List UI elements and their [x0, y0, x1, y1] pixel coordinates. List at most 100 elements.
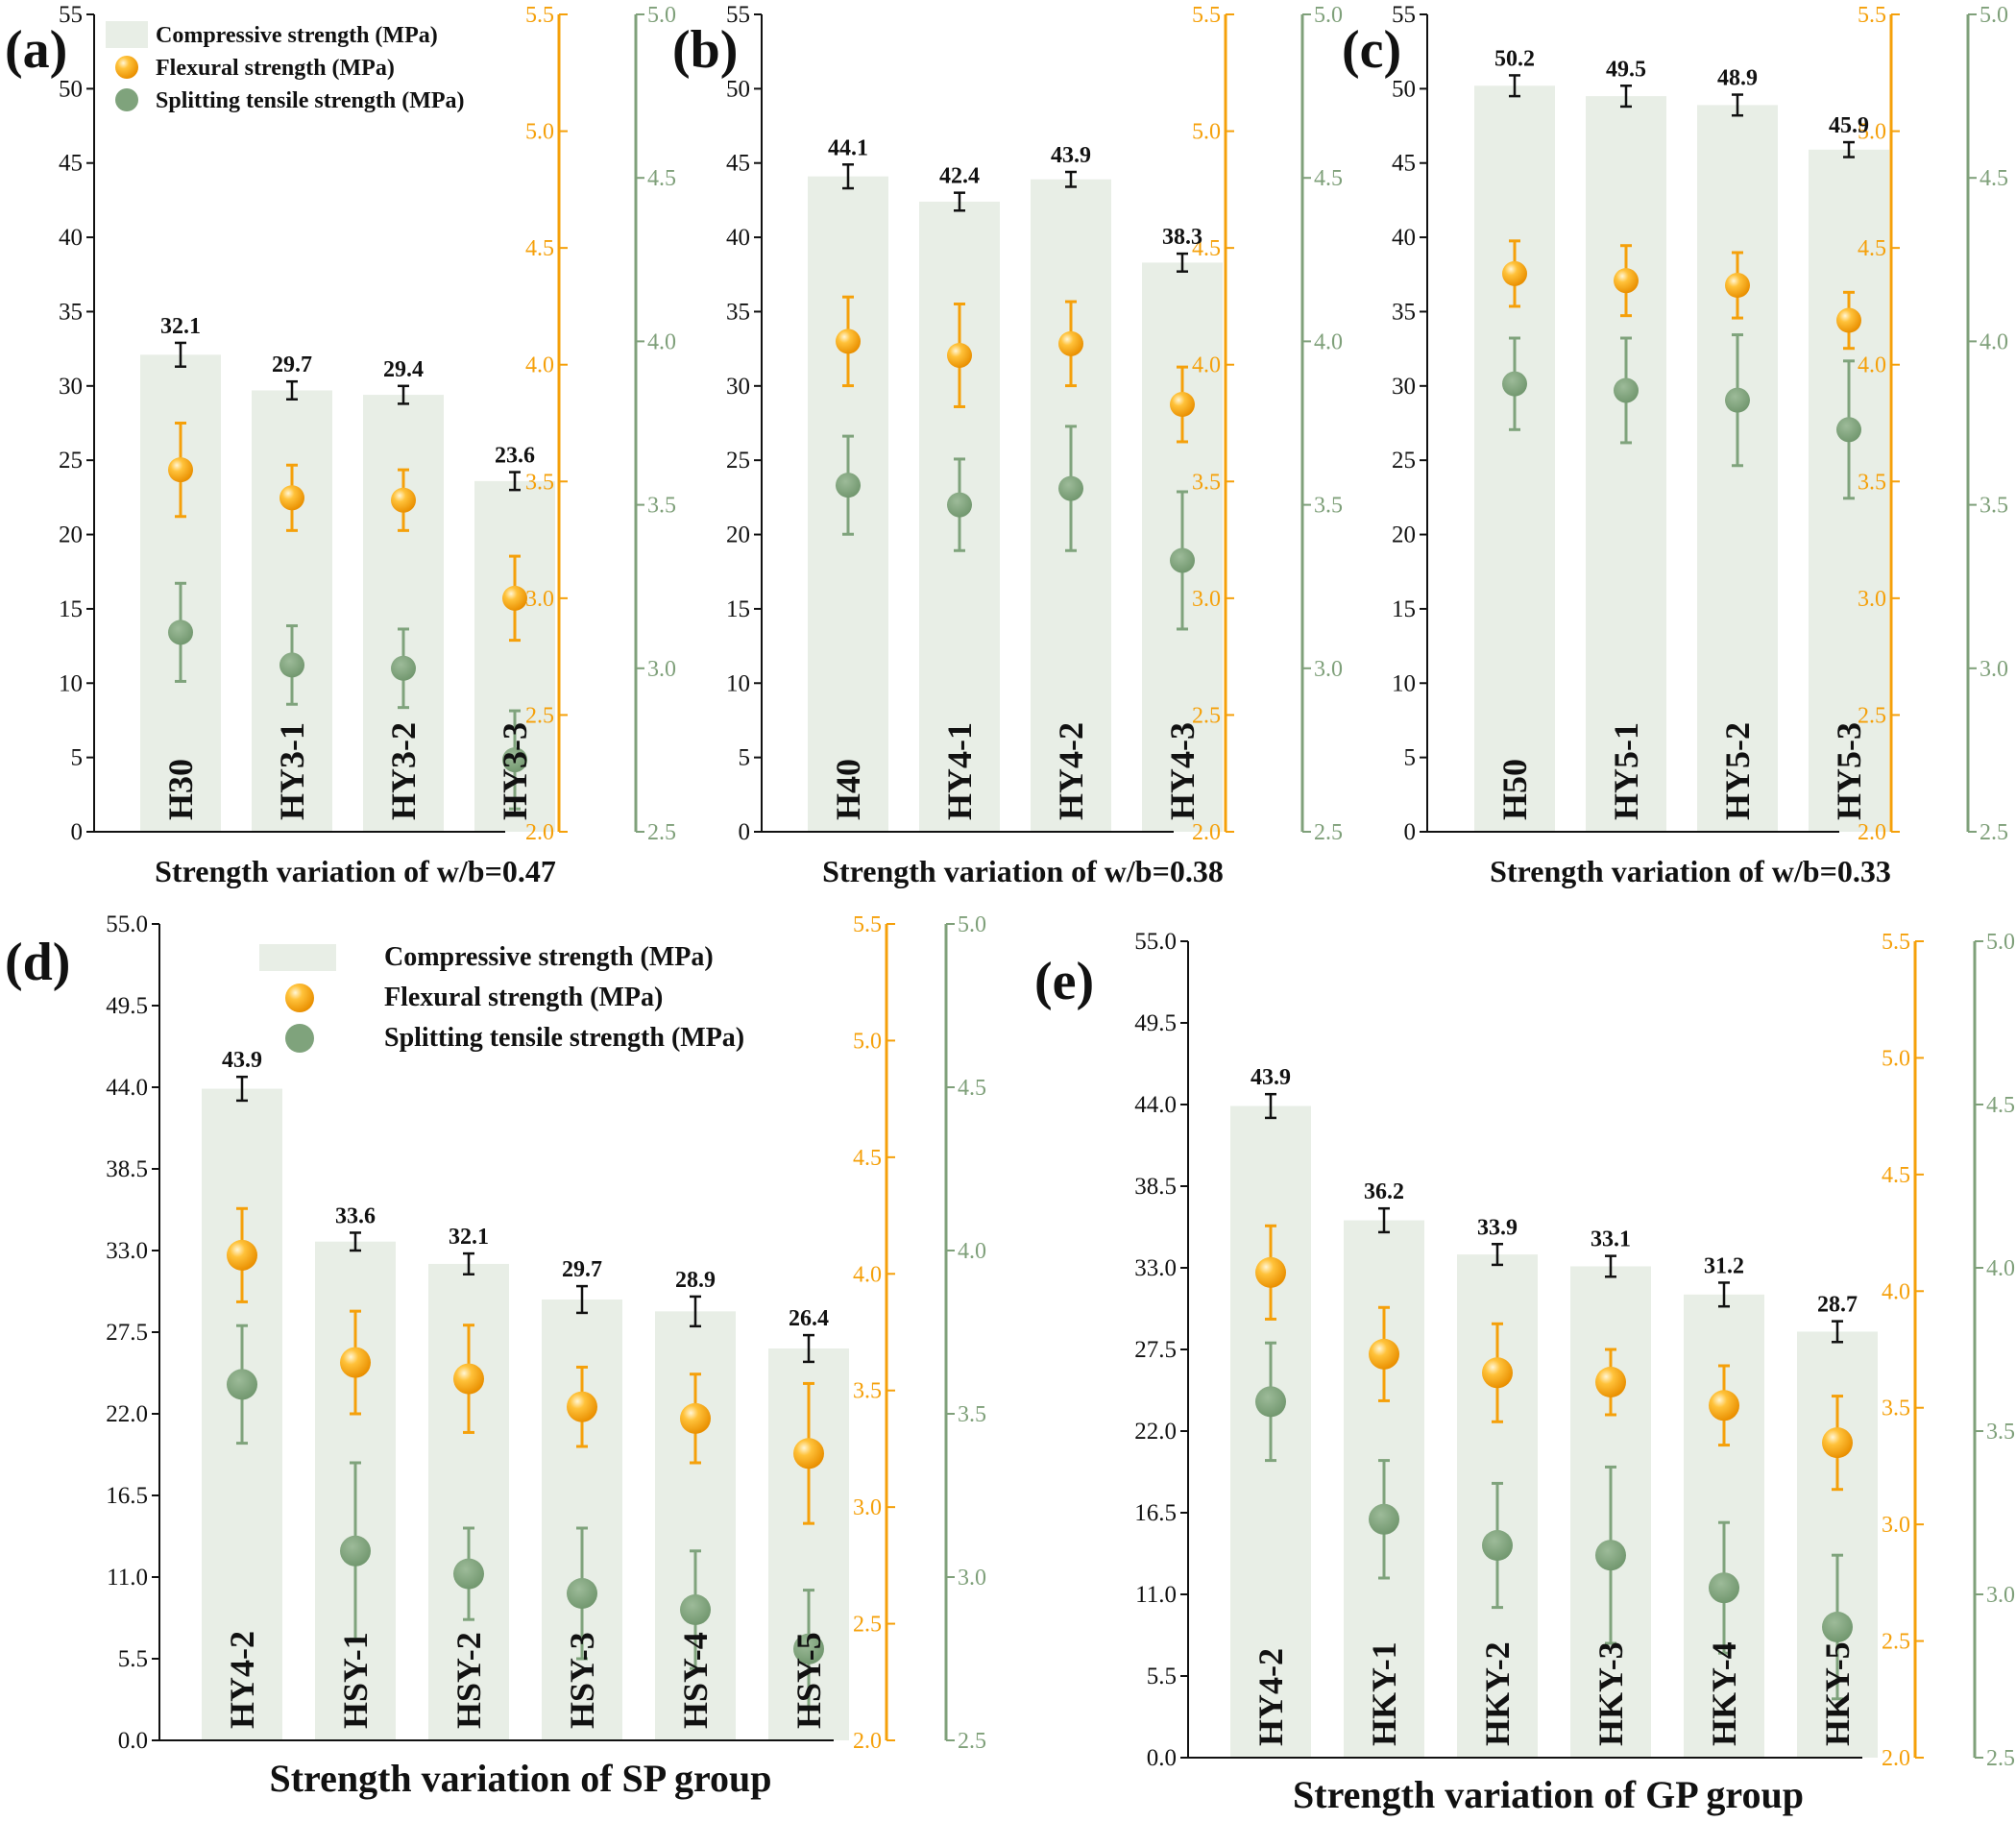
point-splitting	[1482, 1530, 1513, 1561]
legend-label-compressive: Compressive strength (MPa)	[156, 23, 438, 48]
bar-value-label: 43.9	[1251, 1065, 1291, 1090]
y-left-tick-label: 50	[726, 76, 750, 102]
y-left-tick-label: 15	[726, 596, 750, 622]
bar-compressive	[1586, 96, 1666, 833]
y-flexural-tick-label: 2.5	[1192, 703, 1221, 728]
point-splitting	[1614, 377, 1639, 403]
category-label: HY3-3	[496, 722, 534, 820]
point-flexural	[680, 1402, 711, 1434]
bar-value-label: 43.9	[222, 1048, 262, 1073]
y-splitting-tick-label: 2.5	[1986, 1746, 2015, 1771]
category-label: HY3-2	[384, 722, 423, 820]
bar-value-label: 32.1	[160, 314, 201, 339]
point-flexural	[1482, 1357, 1513, 1389]
panel-d: 0.0 5.5 11.0 16.5 22.0 27.5 33.0 38.5 44.0 49.5 55…	[5, 911, 986, 1800]
point-splitting	[1725, 387, 1750, 413]
y-left-tick-label: 35	[59, 299, 83, 325]
y-left-tick-label: 44.0	[106, 1075, 148, 1101]
y-left-tick-label: 5.5	[118, 1646, 148, 1672]
y-left-tick-label: 30	[1392, 374, 1416, 400]
x-axis-label: Strength variation of w/b=0.47	[155, 854, 556, 888]
category-label: HY4-2	[1251, 1648, 1290, 1746]
y-splitting-tick-label: 3.0	[647, 657, 676, 682]
y-left-tick-label: 11.0	[1135, 1582, 1177, 1608]
legend: Compressive strength (MPa) Flexural stren…	[106, 21, 465, 113]
category-label: HY5-1	[1607, 722, 1645, 820]
y-flexural-tick-label: 5.0	[1192, 120, 1221, 145]
error-bar-compressive	[509, 471, 521, 492]
y-flexural-tick-label: 5.0	[525, 120, 554, 145]
y-flexural-tick-label: 4.0	[853, 1262, 882, 1287]
panel-label: (e)	[1034, 952, 1094, 1011]
point-splitting	[453, 1558, 484, 1590]
y-flexural-tick-label: 5.0	[853, 1029, 882, 1054]
y-splitting-tick-label: 4.5	[1980, 166, 2008, 191]
category-label: HY3-1	[273, 722, 311, 820]
y-left-tick-label: 44.0	[1134, 1092, 1177, 1118]
point-flexural	[1369, 1338, 1399, 1370]
y-left-tick-label: 27.5	[1134, 1337, 1177, 1363]
point-flexural	[1170, 392, 1195, 418]
y-left-tick-label: 35	[1392, 299, 1416, 325]
point-splitting	[340, 1535, 371, 1567]
y-left-tick-label: 5	[71, 745, 84, 771]
y-flexural-tick-label: 3.5	[1882, 1397, 1910, 1421]
error-bar-compressive	[1378, 1206, 1390, 1234]
error-bar-compressive	[1732, 93, 1743, 117]
y-splitting-tick-label: 4.5	[647, 166, 676, 191]
y-flexural-tick-label: 4.5	[1858, 236, 1886, 261]
y-flexural-tick-label: 5.5	[1882, 930, 1910, 955]
point-flexural	[1502, 260, 1527, 286]
legend-label-flexural: Flexural strength (MPa)	[384, 983, 663, 1012]
category-label: HY4-2	[223, 1631, 261, 1729]
y-left-tick-label: 0	[1404, 819, 1417, 845]
y-flexural-tick-label: 2.0	[1192, 820, 1221, 845]
bar-value-label: 33.6	[335, 1203, 376, 1228]
panel-label: (c)	[1342, 20, 1401, 80]
y-splitting-tick-label: 5.0	[1986, 930, 2015, 955]
y-splitting-tick-label: 4.0	[958, 1239, 986, 1264]
y-flexural-tick-label: 4.5	[1192, 236, 1221, 261]
y-splitting-tick-label: 3.0	[1314, 657, 1343, 682]
y-left-tick-label: 49.5	[1134, 1010, 1177, 1036]
point-flexural	[227, 1239, 257, 1271]
error-bar-compressive	[350, 1231, 361, 1252]
error-bar-compressive	[398, 384, 409, 405]
y-left-tick-label: 38.5	[106, 1156, 148, 1182]
legend-label-splitting: Splitting tensile strength (MPa)	[384, 1023, 744, 1053]
error-bar-compressive	[954, 191, 965, 212]
bar-value-label: 50.2	[1494, 46, 1535, 71]
y-left-tick-label: 20	[59, 522, 83, 548]
y-left-tick-label: 5	[739, 745, 751, 771]
legend-marker-flexural	[285, 984, 314, 1012]
y-left-tick-label: 20	[726, 522, 750, 548]
panel-label: (d)	[5, 933, 70, 992]
point-flexural	[947, 342, 972, 368]
y-left-tick-label: 45	[726, 151, 750, 177]
legend-label-flexural: Flexural strength (MPa)	[156, 56, 395, 81]
error-bar-compressive	[286, 379, 298, 401]
category-label: HY4-2	[1052, 722, 1090, 820]
bar-value-label: 44.1	[828, 135, 868, 160]
point-flexural	[1836, 307, 1861, 333]
bar-value-label: 31.2	[1704, 1253, 1744, 1278]
y-flexural-tick-label: 4.0	[1882, 1279, 1910, 1304]
y-flexural-tick-label: 5.5	[1858, 3, 1886, 28]
point-flexural	[567, 1391, 597, 1422]
y-left-tick-label: 30	[59, 374, 83, 400]
y-left-tick-label: 10	[726, 670, 750, 696]
bar-compressive	[363, 395, 444, 832]
y-splitting-tick-label: 4.5	[1986, 1093, 2015, 1118]
y-left-tick-label: 30	[726, 374, 750, 400]
point-flexural	[391, 487, 416, 513]
panel-a: 0 5 10 15 20 25 30 35 40 45 50 55 2.0 2.5 3.0 3.5 4.0 4.5…	[5, 2, 676, 888]
error-bar-compressive	[1832, 1320, 1843, 1344]
y-flexural-tick-label: 3.0	[1882, 1513, 1910, 1538]
y-splitting-tick-label: 3.0	[1986, 1583, 2015, 1608]
point-splitting	[502, 747, 527, 773]
point-flexural	[168, 457, 193, 483]
legend: Compressive strength (MPa) Flexural stren…	[259, 942, 744, 1053]
error-bar-compressive	[803, 1333, 814, 1364]
bar-value-label: 49.5	[1606, 57, 1646, 82]
